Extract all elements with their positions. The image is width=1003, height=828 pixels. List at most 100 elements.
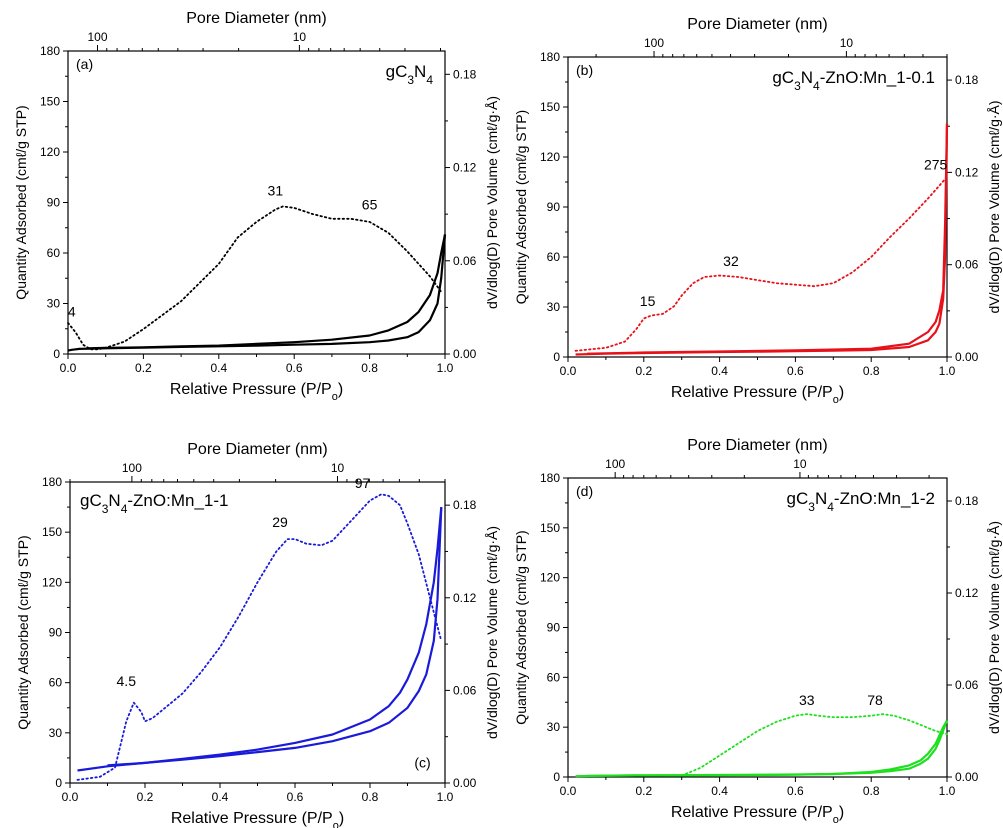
- y2-axis-title: dV/dlog(D) Pore Volume (cmℓ/g·Å): [484, 526, 500, 739]
- x-axis-title: Relative Pressure (P/Po): [671, 804, 844, 826]
- y-tick-label: 150: [540, 100, 560, 114]
- panel-d: 0.0 0.2 0.4 0.6 0.8 1.0 0 30 60 90 120 150 180 0.00 0.…: [513, 437, 1002, 826]
- peak-label: 65: [362, 196, 378, 212]
- y-tick-label: 120: [40, 145, 60, 159]
- y-tick-label: 90: [47, 196, 61, 210]
- y-axis-title: Quantity Adsorbed (cmℓ/g STP): [513, 110, 529, 304]
- x-tick-label: 0.4: [711, 784, 728, 798]
- y-tick-label: 120: [42, 575, 62, 589]
- peak-label: 4: [68, 304, 76, 320]
- top-tick-label: 100: [122, 461, 142, 475]
- y-axis-title: Quantity Adsorbed (cmℓ/g STP): [513, 530, 529, 724]
- pore-size-distribution-line: [680, 713, 948, 777]
- panel-tag: (b): [576, 62, 593, 78]
- x-tick-label: 0.4: [711, 364, 728, 378]
- plot-frame: [567, 56, 948, 358]
- desorption-line: [107, 507, 443, 767]
- adsorption-line: [77, 507, 443, 772]
- x-tick-label: 0.4: [210, 361, 227, 375]
- y-tick-label: 60: [49, 676, 63, 690]
- panel-tag: (d): [576, 483, 593, 499]
- y2-tick-label: 0.12: [453, 161, 477, 175]
- peak-label: 4.5: [117, 673, 137, 689]
- x-tick-label: 0.8: [863, 784, 880, 798]
- pore-size-distribution-line: [76, 493, 443, 781]
- x-axis-title: Relative Pressure (P/Po): [171, 810, 344, 828]
- sample-label: gC3N4-ZnO:Mn_1-1: [80, 491, 228, 516]
- y-tick-label: 90: [547, 200, 561, 214]
- y-tick-label: 0: [55, 776, 62, 790]
- y-tick-label: 60: [547, 250, 561, 264]
- x-tick-label: 1.0: [437, 361, 454, 375]
- x-tick-label: 0.8: [362, 790, 379, 804]
- y2-tick-label: 0.12: [955, 586, 979, 600]
- y2-axis-title: dV/dlog(D) Pore Volume (cmℓ/g·Å): [986, 100, 1002, 313]
- y-axis-title: Quantity Adsorbed (cmℓ/g STP): [15, 535, 31, 729]
- y-tick-label: 0: [553, 770, 560, 784]
- pore-size-distribution-line: [574, 176, 948, 352]
- panel-a: 0.0 0.2 0.4 0.6 0.8 1.0 0 30 60 90 120 150 180 0.00 0.…: [13, 10, 500, 403]
- y-tick-label: 180: [40, 44, 60, 58]
- y2-tick-label: 0.00: [453, 776, 477, 790]
- y-tick-label: 30: [49, 726, 63, 740]
- y-tick-label: 180: [540, 471, 560, 485]
- y2-tick-label: 0.00: [955, 350, 979, 364]
- y2-tick-label: 0.06: [955, 678, 979, 692]
- desorption-line: [586, 123, 949, 355]
- panel-b: 0.0 0.2 0.4 0.6 0.8 1.0 0 30 60 90 120 150 180 0.00 0.…: [513, 16, 1002, 406]
- y2-tick-label: 0.06: [453, 683, 477, 697]
- peak-label: 15: [640, 293, 656, 309]
- top-tick-label: 100: [87, 30, 107, 44]
- x-tick-label: 0.8: [863, 364, 880, 378]
- y2-tick-label: 0.00: [453, 347, 477, 361]
- panel-tag: (a): [76, 56, 93, 72]
- y-tick-label: 60: [47, 246, 61, 260]
- peak-label: 97: [355, 475, 371, 491]
- x-tick-label: 0.2: [135, 361, 152, 375]
- peak-label: (c): [414, 755, 430, 771]
- y2-tick-label: 0.18: [955, 73, 979, 87]
- sample-label: gC3N4: [386, 62, 434, 87]
- y2-axis-title: dV/dlog(D) Pore Volume (cmℓ/g·Å): [484, 96, 500, 309]
- y-tick-label: 180: [42, 475, 62, 489]
- top-axis-title: Pore Diameter (nm): [186, 10, 326, 27]
- sample-label: gC3N4-ZnO:Mn_1-2: [787, 489, 935, 514]
- y-tick-label: 120: [540, 571, 560, 585]
- x-tick-label: 0.0: [560, 784, 577, 798]
- y-axis-title: Quantity Adsorbed (cmℓ/g STP): [13, 105, 29, 299]
- y-tick-label: 150: [40, 95, 60, 109]
- peak-label: 78: [867, 692, 883, 708]
- x-tick-label: 0.2: [635, 784, 652, 798]
- plot-frame: [567, 477, 948, 778]
- y2-tick-label: 0.06: [453, 254, 477, 268]
- top-tick-label: 10: [793, 457, 807, 471]
- peak-label: 275: [924, 156, 948, 172]
- x-tick-label: 0.0: [60, 361, 77, 375]
- y-tick-label: 0: [553, 350, 560, 364]
- peak-label: 31: [268, 183, 284, 199]
- x-tick-label: 1.0: [437, 790, 454, 804]
- y-tick-label: 90: [49, 626, 63, 640]
- y-tick-label: 30: [547, 300, 561, 314]
- panel-c: 0.0 0.2 0.4 0.6 0.8 1.0 0 30 60 90 120 150 180 0.00 0.…: [15, 441, 500, 828]
- top-tick-label: 10: [293, 30, 307, 44]
- x-tick-label: 1.0: [939, 784, 956, 798]
- y2-tick-label: 0.18: [453, 67, 477, 81]
- y-tick-label: 180: [540, 50, 560, 64]
- adsorption-line: [575, 719, 948, 778]
- top-tick-label: 10: [840, 36, 854, 50]
- peak-label: 29: [272, 514, 288, 530]
- x-tick-label: 0.6: [287, 790, 304, 804]
- top-axis-title: Pore Diameter (nm): [687, 437, 827, 454]
- y-tick-label: 0: [53, 347, 60, 361]
- x-axis-title: Relative Pressure (P/Po): [170, 381, 343, 403]
- y-tick-label: 150: [540, 521, 560, 535]
- y-tick-label: 90: [547, 621, 561, 635]
- y2-tick-label: 0.12: [955, 165, 979, 179]
- top-tick-label: 100: [644, 36, 664, 50]
- plot-frame: [69, 481, 446, 784]
- top-tick-label: 10: [331, 461, 345, 475]
- x-tick-label: 0.2: [635, 364, 652, 378]
- x-tick-label: 0.6: [787, 364, 804, 378]
